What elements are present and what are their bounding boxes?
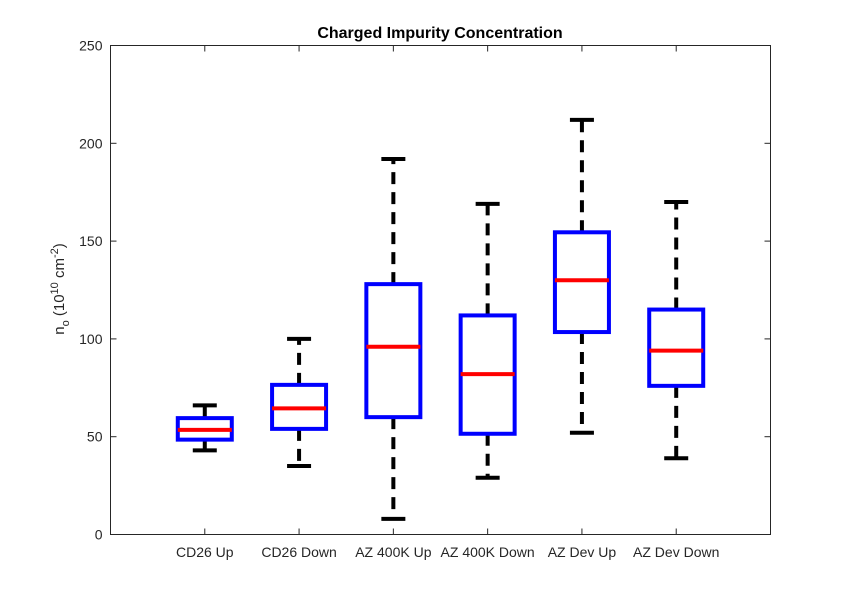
box-group xyxy=(458,201,517,480)
box-group xyxy=(364,156,423,521)
x-tick-label: AZ 400K Up xyxy=(355,544,431,560)
y-axis-label: no (1010 cm-2) xyxy=(49,243,72,335)
box-group xyxy=(647,199,706,461)
ticks-layer: 0 50 100 150 200 250 CD26 Up CD26 Down AZ 400K U… xyxy=(79,38,771,560)
x-tick-label: AZ 400K Down xyxy=(441,544,535,560)
iqr-box xyxy=(647,307,706,388)
x-tick-label: AZ Dev Up xyxy=(548,544,617,560)
y-tick-label: 100 xyxy=(79,331,103,347)
y-tick-label: 200 xyxy=(79,135,103,151)
box-group xyxy=(270,336,329,469)
box-group xyxy=(552,117,611,435)
plot-frame xyxy=(110,45,771,535)
y-tick-label: 250 xyxy=(79,38,103,54)
boxes-layer xyxy=(175,117,706,521)
x-tick-label: CD26 Up xyxy=(176,544,234,560)
y-tick-label: 50 xyxy=(87,429,103,445)
x-tick-label: AZ Dev Down xyxy=(633,544,719,560)
y-tick-label: 0 xyxy=(95,527,103,543)
box-group xyxy=(175,403,234,453)
x-tick-label: CD26 Down xyxy=(261,544,336,560)
chart-title: Charged Impurity Concentration xyxy=(317,25,562,42)
y-tick-label: 150 xyxy=(79,233,103,249)
iqr-box xyxy=(364,282,423,420)
